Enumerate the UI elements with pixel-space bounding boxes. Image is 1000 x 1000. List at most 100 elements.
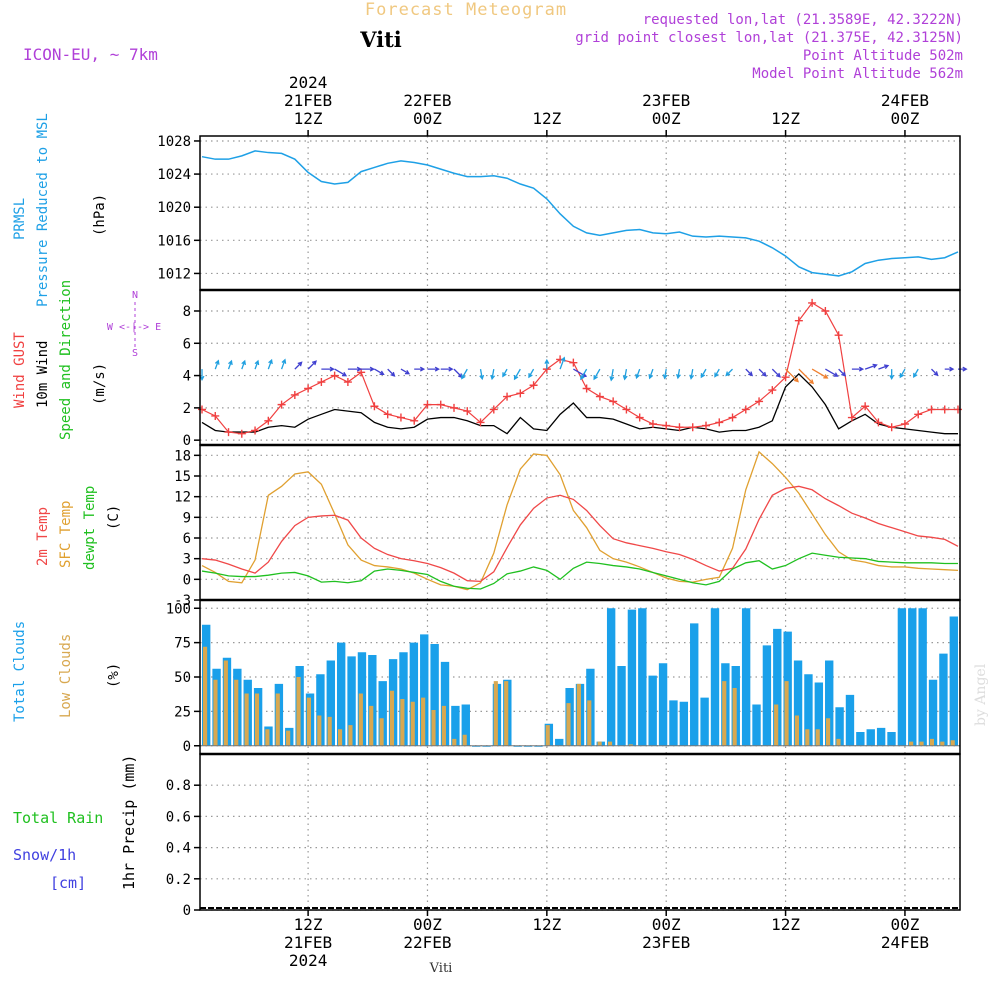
top-time-label: 00Z (413, 109, 442, 128)
gust-point (781, 373, 790, 382)
gust-point (290, 390, 299, 399)
point-altitude: Point Altitude 502m (803, 48, 963, 64)
total-cloud-bar (648, 675, 657, 746)
cloud-low-label: Low Clouds (58, 634, 74, 718)
top-time-label: 00Z (890, 109, 919, 128)
wind-direction-arrow (427, 366, 440, 372)
total-cloud-bar (928, 679, 938, 746)
low-cloud-bar (462, 734, 467, 746)
gust-point (821, 306, 830, 315)
total-cloud-bar (918, 608, 927, 746)
total-cloud-bar (430, 644, 439, 746)
model-point-altitude: Model Point Altitude 562m (752, 66, 963, 82)
y-tick-label: 0.8 (166, 778, 191, 794)
total-cloud-bar (856, 732, 865, 746)
low-cloud-bar (234, 679, 239, 746)
total-cloud-bar (804, 674, 813, 746)
y-tick-label: 25 (174, 704, 191, 720)
precip-unit: 1hr Precip (mm) (120, 755, 138, 890)
low-cloud-bar (213, 679, 218, 746)
total-cloud-bar (420, 634, 429, 746)
wind-direction-arrow (347, 366, 363, 372)
gust-point (702, 421, 710, 430)
gust-point (874, 418, 883, 427)
wind-direction-arrow (725, 368, 733, 377)
wind-direction-arrow (838, 368, 847, 377)
total-cloud-bar (897, 608, 907, 746)
gust-point (489, 405, 498, 414)
wind-direction-arrow (280, 358, 287, 370)
wind-direction-arrow (609, 369, 615, 382)
y-tick-label: 0 (183, 903, 191, 919)
gust-point (503, 392, 512, 401)
y-tick-label: 0.2 (166, 872, 191, 888)
low-cloud-bar (836, 738, 841, 746)
low-cloud-bar (441, 705, 446, 746)
wind-direction-arrow (580, 368, 588, 381)
total-cloud-bar (658, 663, 668, 746)
low-cloud-bar (421, 697, 426, 746)
gust-point (436, 400, 445, 409)
total-cloud-bar (451, 705, 460, 746)
low-cloud-bar (815, 729, 820, 746)
wind-direction-arrow (758, 368, 767, 377)
watermark: by Angel (973, 663, 989, 726)
wind-direction-arrow (241, 359, 246, 370)
total-cloud-bar (773, 628, 782, 746)
low-cloud-bar (369, 705, 374, 746)
low-cloud-bar (628, 744, 633, 746)
total-cloud-bar (606, 608, 616, 746)
compass-n: N (132, 290, 138, 301)
total-cloud-bar (939, 653, 948, 746)
top-time-label: 00Z (652, 109, 681, 128)
location-title: Viti (359, 27, 402, 52)
bottom-time-label: 22FEB (403, 933, 451, 952)
total-cloud-bar (555, 738, 564, 746)
y-tick-label: 3 (183, 552, 191, 568)
low-cloud-bar (327, 716, 332, 746)
total-cloud-bar (814, 682, 824, 746)
top-time-label: 21FEB (284, 91, 332, 110)
gust-point (198, 405, 206, 414)
low-cloud-bar (929, 738, 935, 746)
low-cloud-bar (275, 693, 280, 746)
wind-direction-arrow (214, 359, 220, 370)
data-layer (198, 150, 968, 909)
wind-direction-arrow (461, 368, 468, 380)
panel-frame (199, 444, 961, 601)
y-tick-label: 8 (183, 304, 191, 320)
wind-direction-arrow (440, 366, 454, 372)
y-tick-label: 50 (174, 670, 191, 686)
y-tick-label: 1024 (157, 167, 191, 183)
total-cloud-bar (752, 704, 761, 746)
gust-point (861, 402, 870, 411)
low-cloud-bar (587, 700, 592, 746)
gust-point (609, 397, 618, 406)
y-tick-label: 9 (183, 510, 191, 526)
y-tick-label: 15 (174, 469, 191, 485)
low-cloud-bar (203, 646, 208, 746)
top-time-label: 24FEB (881, 91, 929, 110)
low-cloud-bar (254, 693, 260, 746)
gust-point (688, 423, 697, 432)
total-cloud-bar (835, 707, 844, 746)
gust-point (463, 407, 472, 416)
total-cloud-bar (347, 656, 356, 746)
bottom-time-label: 12Z (532, 915, 561, 934)
wind-direction-arrow (528, 368, 535, 379)
bottom-time-label: 2024 (289, 951, 328, 970)
y-tick-label: 6 (183, 336, 191, 352)
y-tick-label: 100 (166, 601, 191, 617)
y-tick-label: 12 (174, 490, 191, 506)
y-tick-label: 0.6 (166, 809, 191, 825)
gust-point (450, 403, 458, 412)
low-cloud-bar (400, 699, 405, 746)
gust-point (224, 428, 233, 437)
sfc-temp-line (201, 450, 959, 591)
low-cloud-bar (576, 683, 581, 746)
gust-point (728, 413, 737, 422)
wind-direction-arrow (622, 369, 628, 381)
low-cloud-bar (826, 718, 831, 746)
compass-s: S (132, 348, 138, 359)
low-cloud-bar (337, 729, 343, 746)
